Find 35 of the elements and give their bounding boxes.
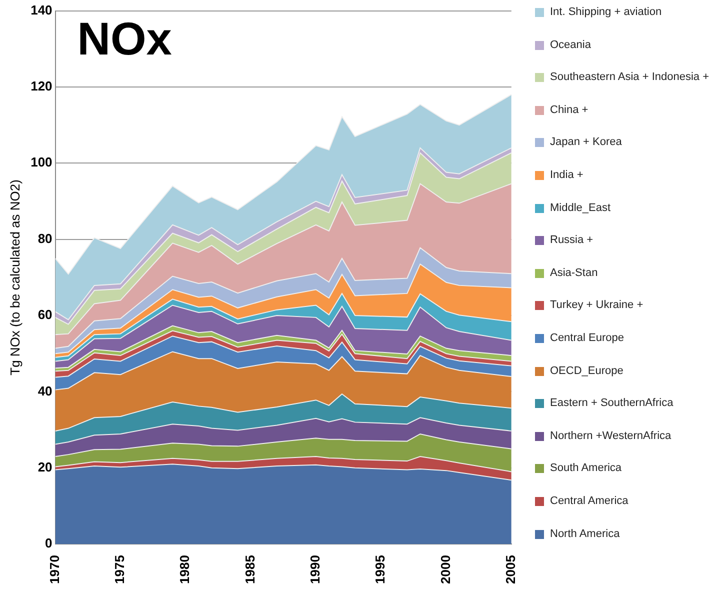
y-tick-label: 20 [38, 459, 52, 474]
y-tick-label: 60 [38, 307, 52, 322]
x-tick-label: 1970 [46, 555, 62, 584]
y-tick-label: 100 [30, 154, 52, 170]
legend-label: Turkey + Ukraine + [550, 299, 644, 312]
y-tick-label: 80 [38, 230, 52, 246]
x-tick-label: 1990 [308, 555, 322, 584]
y-tick-label: 120 [30, 78, 52, 94]
chart-title: NOx [77, 12, 172, 64]
legend-label: Southeastern Asia + Indonesia + [550, 71, 710, 84]
legend-label: China + [550, 104, 588, 116]
y-tick-label: 140 [30, 2, 52, 18]
x-tick-label: 1975 [112, 555, 128, 584]
legend-label: Asia-Stan [550, 266, 598, 279]
x-tick-label: 1995 [372, 555, 388, 584]
legend-label: Central Europe [550, 332, 624, 344]
y-tick-label: 0 [45, 536, 52, 551]
legend-label: South America [550, 462, 622, 474]
x-tick-label: 1980 [177, 555, 192, 584]
x-tick-label: 1985 [242, 555, 258, 584]
legend-label: Northern +WesternAfrica [550, 430, 672, 442]
legend-label: India + [550, 168, 584, 181]
legend-label: Central America [550, 494, 628, 507]
y-axis-title: Tg NOx (to be calculated as NO2) [7, 180, 22, 376]
x-tick-label: 2005 [502, 555, 518, 584]
legend-label: Oceania [550, 38, 591, 51]
legend-label: Middle_East [550, 202, 611, 214]
legend-label: Russia + [550, 234, 594, 246]
legend-label: OECD_Europe [550, 364, 624, 377]
legend-label: Int. Shipping + aviation [550, 6, 662, 18]
legend-label: Eastern + SouthernAfrica [550, 397, 674, 410]
x-tick-label: 2000 [438, 555, 453, 584]
legend-label: North America [550, 528, 620, 540]
y-tick-label: 40 [38, 383, 52, 398]
legend-label: Japan + Korea [550, 136, 622, 148]
